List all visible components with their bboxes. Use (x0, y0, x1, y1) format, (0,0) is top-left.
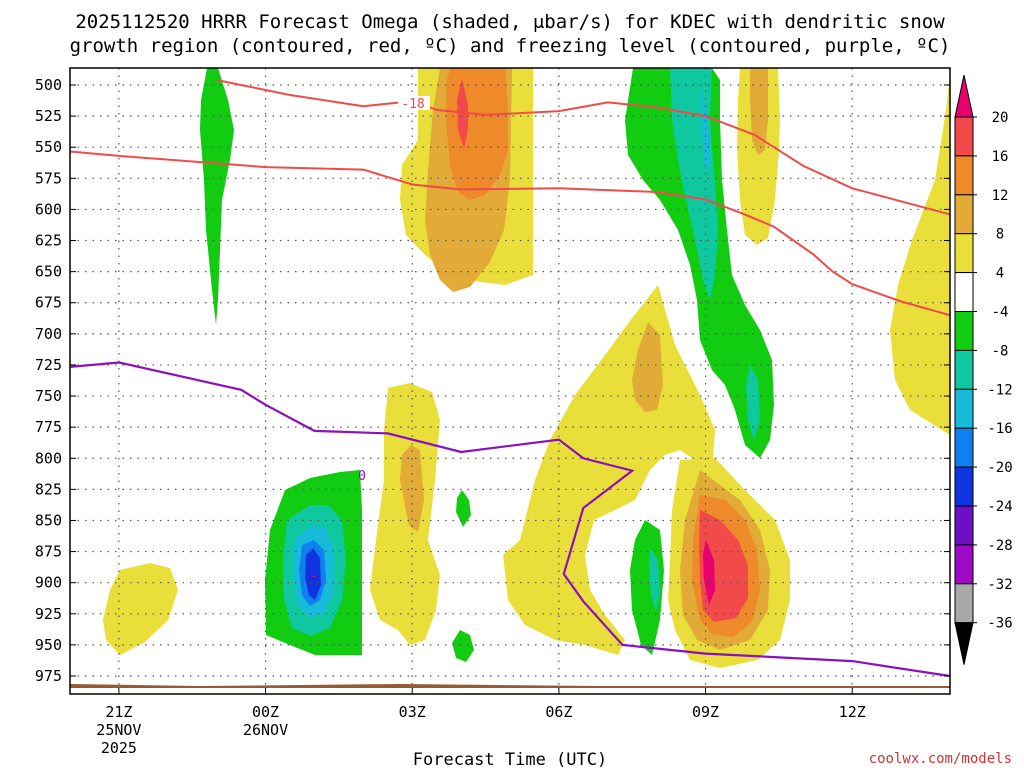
dgz-isotherm-line (216, 79, 950, 216)
colorbar-swatch (954, 272, 974, 313)
colorbar-swatch (954, 233, 974, 274)
colorbar-swatch (954, 194, 974, 235)
x-tick-label: 21Z (105, 703, 132, 721)
freezing-contour-label: 0 (358, 469, 366, 484)
y-tick-label: 875 (35, 543, 62, 561)
freezing-level-line (70, 361, 950, 678)
chart-title-line1: 2025112520 HRRR Forecast Omega (shaded, … (75, 11, 945, 33)
omega-colorbar: 20 16 12 8 4 -4 -8 -12 -16 -20 -24 -28 -32 -36 (954, 74, 1013, 665)
colorbar-label: -4 (992, 305, 1009, 321)
y-tick-label: 625 (35, 232, 62, 250)
colorbar-swatch (954, 311, 974, 351)
y-tick-label: 500 (35, 76, 62, 94)
colorbar-swatch (954, 583, 974, 624)
dgz-contour-label: -18 (401, 97, 424, 112)
x-tick-label: 00Z (252, 703, 279, 721)
colorbar-label: -16 (987, 421, 1012, 437)
colorbar-label: -20 (987, 460, 1012, 476)
freezing-level-contour (70, 361, 950, 678)
colorbar-label: 20 (992, 110, 1009, 126)
dgz-isotherm-contours (70, 79, 950, 317)
chart-title-line2: growth region (contoured, red, ºC) and f… (70, 35, 951, 57)
terrain-ground-base (70, 686, 950, 688)
y-tick-label: 900 (35, 574, 62, 592)
colorbar-label: -12 (987, 382, 1012, 398)
x-tick-date: 26NOV (243, 721, 288, 739)
y-tick-label: 550 (35, 138, 62, 156)
x-tick-label: 06Z (545, 703, 572, 721)
y-tick-label: 975 (35, 667, 62, 685)
colorbar-label: -36 (987, 616, 1012, 632)
colorbar-swatch (954, 388, 974, 429)
y-tick-label: 925 (35, 605, 62, 623)
y-tick-label: 800 (35, 449, 62, 467)
colorbar-swatch (954, 466, 974, 507)
y-tick-label: 650 (35, 263, 62, 281)
x-tick-date: 25NOV (96, 721, 141, 739)
colorbar-swatch (954, 116, 974, 157)
y-axis: 500 525 550 575 600 625 650 675 700 725 750 775 800 8… (35, 76, 950, 685)
y-tick-label: 825 (35, 480, 62, 498)
colorbar-label: 12 (992, 188, 1009, 204)
colorbar-swatch (954, 155, 974, 196)
y-tick-label: 600 (35, 200, 62, 218)
colorbar-bottom-arrow (954, 622, 974, 665)
colorbar-label: 8 (996, 227, 1004, 243)
y-tick-label: 675 (35, 294, 62, 312)
colorbar-swatch (954, 505, 974, 546)
dgz-label-bg (398, 96, 430, 110)
colorbar-swatch (954, 544, 974, 585)
plot-area: -18 0 - + (70, 68, 950, 688)
y-tick-label: 725 (35, 356, 62, 374)
maximum-marker: + (703, 569, 711, 584)
colorbar-label: -28 (987, 538, 1012, 554)
x-axis-title: Forecast Time (UTC) (413, 750, 607, 768)
colorbar-label: -8 (992, 343, 1009, 359)
omega-shading-darkblue (305, 548, 321, 600)
minimum-marker: - (310, 569, 317, 583)
y-tick-label: 700 (35, 325, 62, 343)
y-tick-label: 850 (35, 511, 62, 529)
y-tick-label: 525 (35, 107, 62, 125)
colorbar-swatch (954, 427, 974, 468)
colorbar-top-arrow (954, 74, 974, 118)
y-tick-label: 575 (35, 169, 62, 187)
dgz-isotherm-line (70, 150, 950, 317)
x-tick-year: 2025 (101, 739, 137, 757)
colorbar-swatch (954, 349, 974, 390)
y-tick-label: 775 (35, 418, 62, 436)
plot-frame (69, 67, 951, 695)
colorbar-label: -32 (987, 577, 1012, 593)
x-tick-label: 09Z (692, 703, 719, 721)
x-tick-label: 12Z (839, 703, 866, 721)
credit-link[interactable]: coolwx.com/models (869, 751, 1012, 767)
y-tick-label: 750 (35, 387, 62, 405)
colorbar-label: 4 (996, 266, 1004, 282)
y-tick-label: 950 (35, 636, 62, 654)
colorbar-label: 16 (992, 149, 1009, 165)
colorbar-label: -24 (987, 499, 1012, 515)
x-tick-label: 03Z (399, 703, 426, 721)
